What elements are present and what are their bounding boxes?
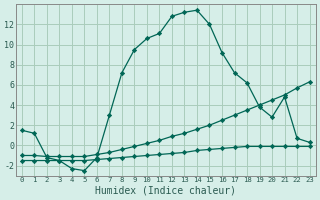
X-axis label: Humidex (Indice chaleur): Humidex (Indice chaleur) bbox=[95, 186, 236, 196]
